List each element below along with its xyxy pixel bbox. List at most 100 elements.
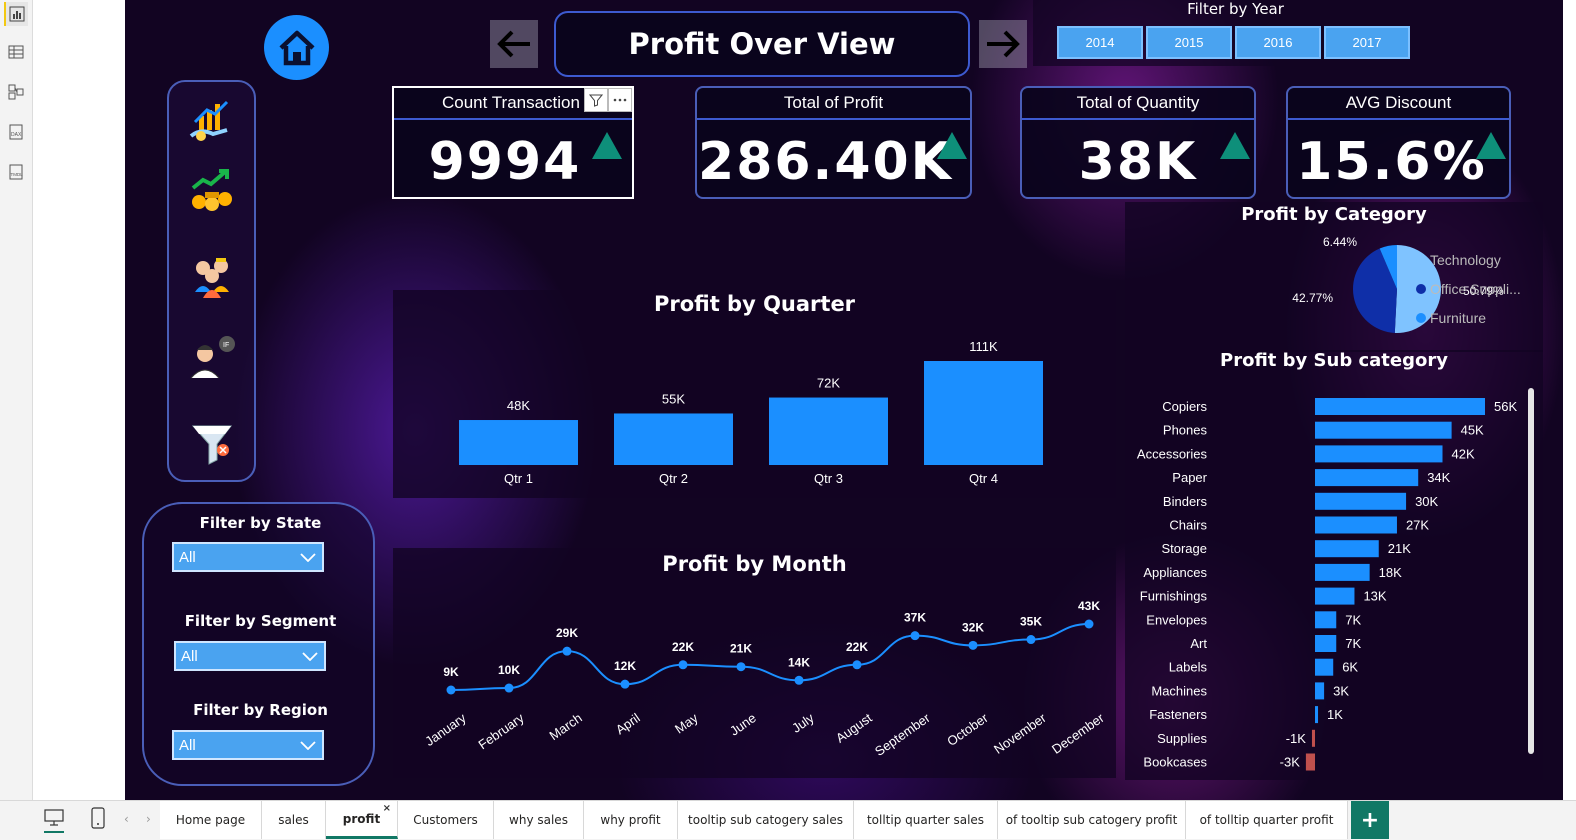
profit-by-quarter-chart[interactable]: Profit by Quarter 48K Qtr 1 55K Qtr 2 72K Qtr… [393,290,1116,498]
report-canvas: IF Profit Over View Filter by Year 2014 … [125,0,1563,800]
quarter-bar [614,413,733,465]
kpi-total-quantity[interactable]: Total of Quantity 38K [1020,86,1256,199]
tab-sales[interactable]: sales [262,801,326,839]
tab-of-tooltip-sub-catogery-profit[interactable]: of tooltip sub catogery profit [998,801,1186,839]
profit-by-category-chart[interactable]: Profit by Category 50.79% 42.77% 6.44% Tech… [1125,202,1543,352]
tab-customers[interactable]: Customers [398,801,494,839]
point-data-label: 12K [614,659,636,673]
legend-label: Office Suppli... [1430,281,1521,297]
year-button-2016[interactable]: 2016 [1235,26,1321,59]
subcategory-label: Accessories [1137,446,1208,461]
region-dropdown-value: All [179,736,196,754]
subcategory-plot: Copiers 56K Phones 45K Accessories 42K Paper 34… [1137,398,1517,771]
tab-profit[interactable]: profit × [326,801,398,839]
scroll-right-icon[interactable]: › [146,812,151,826]
bar-data-label: 27K [1406,518,1429,533]
month-point [678,660,688,670]
month-axis-label: May [672,710,701,737]
bar-data-label: 48K [507,398,530,413]
filter-state-title: Filter by State [199,514,322,532]
legend-marker [1416,284,1426,294]
bar-data-label: 34K [1427,470,1450,485]
subcategory-label: Art [1190,636,1207,651]
kpi-value: 15.6% [1296,132,1487,192]
filter-panel: Filter by State All Filter by Segment Al… [142,502,375,786]
month-point [1026,635,1036,645]
model-view-icon[interactable] [4,80,28,104]
month-axis-label: March [547,710,585,743]
kpi-count-transaction[interactable]: Count Transaction 9994 [392,86,634,199]
chart-title: Profit by Month [662,552,847,576]
legend-marker [1416,255,1426,265]
vertical-scrollbar[interactable] [1528,388,1534,754]
tab-tolltip-quarter-sales[interactable]: tolltip quarter sales [854,801,998,839]
coins-growth-icon[interactable] [187,166,237,216]
point-data-label: 37K [904,611,926,625]
tab-of-tolltip-quarter-profit[interactable]: of tolltip quarter profit [1186,801,1348,839]
point-data-label: 29K [556,626,578,640]
tab-label: tolltip quarter sales [866,813,985,827]
subcategory-bar [1315,563,1370,581]
home-icon [278,30,315,65]
subcategory-bar [1315,398,1485,415]
month-point [794,675,804,685]
profit-by-month-chart[interactable]: Profit by Month 9K January 10K February 29K M… [393,548,1116,778]
bar-data-label: -1K [1286,731,1307,746]
tab-close-icon[interactable]: × [382,803,391,814]
year-button-2015[interactable]: 2015 [1146,26,1232,59]
quarter-bar [924,361,1043,465]
svg-text:TMDL: TMDL [11,172,24,177]
segment-dropdown[interactable]: All [174,641,326,671]
kpi-divider [1022,118,1254,120]
month-point [562,646,572,656]
subcategory-label: Machines [1151,683,1207,698]
region-dropdown[interactable]: All [172,730,324,760]
point-data-label: 22K [846,640,868,654]
kpi-divider [1288,118,1509,120]
year-button-2017[interactable]: 2017 [1324,26,1410,59]
tab-home-page[interactable]: Home page [160,801,262,839]
chevron-down-icon [302,651,318,661]
visual-header [584,88,632,112]
bar-data-label: 72K [817,376,840,391]
subcategory-bar [1305,753,1315,771]
more-options-icon[interactable] [608,88,632,112]
subcategory-bar [1315,469,1419,487]
back-button[interactable] [490,20,538,68]
profit-by-subcategory-chart[interactable]: Profit by Sub category Copiers 56K Phones 4… [1125,350,1543,780]
team-icon[interactable] [187,252,237,302]
month-point [736,662,746,672]
subcategory-label: Paper [1172,470,1207,485]
subcategory-label: Appliances [1143,565,1207,580]
tab-why-profit[interactable]: why profit [584,801,678,839]
bar-data-label: -3K [1280,755,1301,770]
year-button-2014[interactable]: 2014 [1057,26,1143,59]
tab-why-sales[interactable]: why sales [494,801,584,839]
pie-data-label: 42.77% [1292,291,1333,305]
tmdl-view-icon[interactable]: TMDL [4,160,28,184]
kpi-avg-discount[interactable]: AVG Discount 15.6% [1286,86,1511,199]
add-page-button[interactable]: + [1351,801,1389,839]
dax-query-icon[interactable]: DAX [4,120,28,144]
subcategory-label: Furnishings [1140,589,1208,604]
forward-button[interactable] [979,20,1027,68]
growth-money-icon[interactable] [187,96,237,146]
pie-data-label: 6.44% [1323,235,1357,249]
filter-icon[interactable] [187,418,237,468]
category-label: Qtr 2 [659,471,688,486]
bar-data-label: 1K [1327,707,1343,722]
desktop-layout-icon[interactable] [44,809,64,833]
kpi-total-profit[interactable]: Total of Profit 286.40K [695,86,972,199]
home-button[interactable] [264,15,329,80]
report-view-icon[interactable] [4,2,28,26]
pie-slice [1379,245,1397,289]
tab-tooltip-sub-catogery-sales[interactable]: tooltip sub catogery sales [678,801,854,839]
state-dropdown[interactable]: All [172,542,324,572]
customer-icon[interactable]: IF [187,334,237,384]
category-label: Qtr 4 [969,471,998,486]
mobile-layout-icon[interactable] [91,807,105,833]
filter-icon[interactable] [584,88,608,112]
scroll-left-icon[interactable]: ‹ [124,812,129,826]
table-view-icon[interactable] [4,40,28,64]
bar-data-label: 6K [1342,660,1358,675]
